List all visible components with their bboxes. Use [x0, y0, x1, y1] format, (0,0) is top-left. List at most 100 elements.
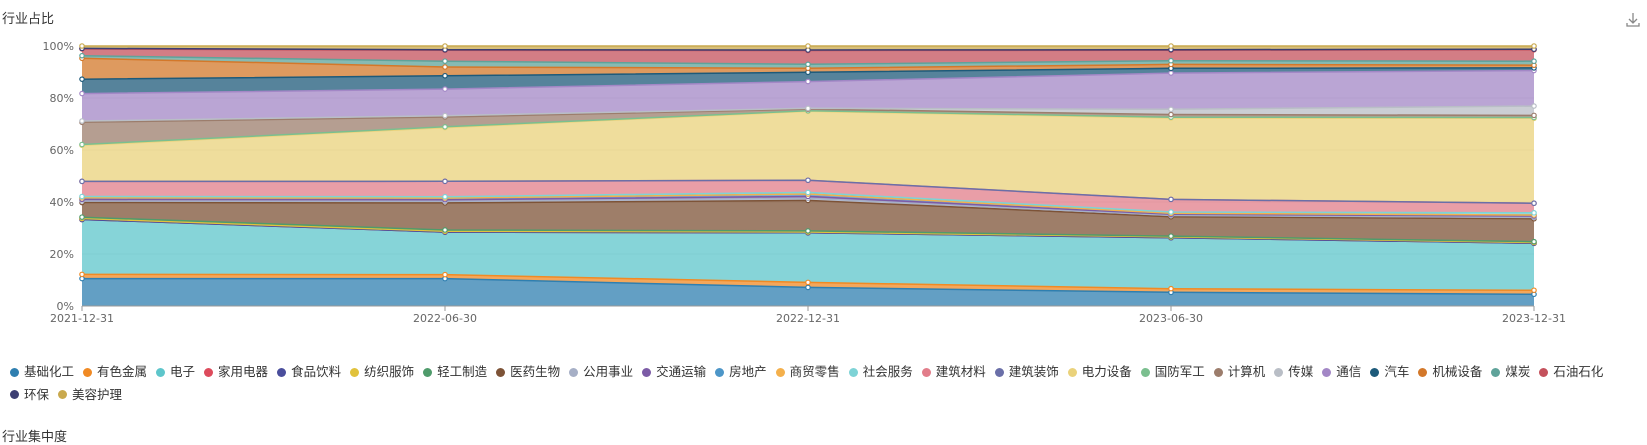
legend-marker — [1322, 367, 1332, 377]
legend-item[interactable]: 社会服务 — [848, 361, 913, 383]
legend-label: 通信 — [1336, 364, 1362, 379]
legend-item[interactable]: 汽车 — [1370, 361, 1409, 383]
stacked-area-chart: 0% 20% 40% 60% 80% 100% 2021-12-31 2022-06-30 20… — [43, 40, 1566, 325]
download-icon[interactable] — [1625, 12, 1641, 32]
legend-marker — [775, 367, 785, 377]
data-point — [1531, 112, 1537, 119]
x-tick-label: 2023-12-31 — [1502, 312, 1566, 325]
legend-marker — [58, 390, 68, 399]
legend-marker — [1140, 367, 1150, 377]
legend-marker — [848, 367, 858, 377]
legend-item[interactable]: 商贸零售 — [775, 361, 840, 383]
legend-item[interactable]: 电子 — [156, 361, 195, 383]
legend-item[interactable]: 煤炭 — [1491, 361, 1530, 383]
legend-label: 环保 — [24, 386, 50, 402]
legend-item[interactable]: 国防军工 — [1140, 361, 1205, 383]
legend-label: 传媒 — [1288, 364, 1314, 379]
legend-label: 煤炭 — [1505, 364, 1531, 379]
legend-label: 房地产 — [729, 364, 767, 379]
legend-label: 电力设备 — [1081, 364, 1132, 379]
data-point — [442, 72, 448, 79]
legend-item[interactable]: 美容护理 — [58, 384, 122, 406]
data-point — [805, 284, 811, 291]
data-point — [79, 90, 85, 97]
data-point — [805, 189, 811, 196]
legend-label: 社会服务 — [862, 364, 913, 379]
data-point — [442, 86, 448, 92]
legend-item[interactable]: 计算机 — [1213, 361, 1266, 383]
legend-item[interactable]: 交通运输 — [642, 361, 706, 383]
legend-marker — [156, 367, 166, 377]
area-医药生物 — [82, 200, 1534, 242]
legend-item[interactable]: 房地产 — [715, 361, 767, 383]
legend-item[interactable]: 轻工制造 — [423, 361, 487, 383]
data-point — [1531, 103, 1537, 109]
data-point — [805, 177, 811, 184]
legend-marker — [277, 367, 287, 377]
data-point — [1531, 238, 1537, 245]
legend-label: 石油石化 — [1553, 364, 1604, 379]
legend-marker — [350, 367, 360, 377]
legend-item[interactable]: 有色金属 — [83, 361, 147, 383]
chart-legend: 基础化工 有色金属 电子 家用电器 食品饮料 纺织服饰 轻工制造 医药生物 公用事业 交通运输 房地… — [10, 361, 1630, 406]
data-point — [79, 271, 85, 278]
data-point — [442, 112, 448, 119]
legend-marker — [1539, 367, 1549, 377]
data-point — [79, 178, 85, 185]
legend-item[interactable]: 食品饮料 — [277, 361, 341, 383]
data-point — [1168, 209, 1174, 215]
legend-label: 计算机 — [1227, 364, 1266, 379]
legend-marker — [1274, 367, 1284, 377]
data-point — [1168, 70, 1174, 76]
legend-marker — [921, 367, 931, 377]
legend-label: 国防军工 — [1154, 364, 1205, 379]
x-tick-label: 2023-06-30 — [1139, 312, 1203, 325]
legend-marker — [83, 367, 93, 377]
legend-item[interactable]: 机械设备 — [1418, 361, 1482, 383]
data-point — [1531, 200, 1537, 207]
data-point — [1531, 287, 1537, 294]
data-point — [805, 61, 811, 68]
legend-marker — [1418, 367, 1428, 377]
legend-item[interactable]: 纺织服饰 — [350, 361, 414, 383]
legend-label: 商贸零售 — [789, 364, 840, 379]
legend-marker — [1370, 367, 1380, 377]
data-point — [1168, 233, 1174, 239]
legend-marker — [1213, 367, 1223, 377]
data-point — [79, 118, 85, 124]
legend-item[interactable]: 电力设备 — [1067, 361, 1132, 383]
data-point — [1531, 58, 1537, 65]
legend-marker — [642, 367, 652, 377]
legend-marker — [994, 367, 1004, 377]
data-point — [805, 228, 811, 234]
y-tick-label: 40% — [50, 196, 74, 209]
legend-item[interactable]: 家用电器 — [204, 361, 268, 383]
legend-item[interactable]: 建筑装饰 — [994, 361, 1059, 383]
legend-item[interactable]: 环保 — [10, 384, 49, 406]
legend-item[interactable]: 石油石化 — [1539, 361, 1603, 383]
next-section-title: 行业集中度 — [2, 430, 68, 445]
legend-marker — [10, 390, 19, 399]
legend-label: 有色金属 — [97, 364, 148, 379]
data-point — [1168, 285, 1174, 292]
chart-title: 行业占比 — [2, 12, 55, 27]
legend-label: 家用电器 — [218, 364, 269, 379]
data-point — [79, 141, 85, 148]
legend-label: 轻工制造 — [437, 364, 488, 379]
data-point — [79, 52, 85, 59]
legend-item[interactable]: 医药生物 — [496, 361, 560, 383]
legend-item[interactable]: 通信 — [1322, 361, 1361, 383]
legend-item[interactable]: 公用事业 — [569, 361, 633, 383]
legend-marker — [204, 367, 214, 377]
data-point — [805, 78, 811, 85]
legend-label: 基础化工 — [24, 364, 75, 379]
data-point — [442, 43, 448, 49]
legend-item[interactable]: 传媒 — [1274, 361, 1313, 383]
x-tick-label: 2021-12-31 — [50, 312, 114, 325]
legend-item[interactable]: 基础化工 — [10, 361, 74, 383]
data-point — [442, 227, 448, 233]
legend-item[interactable]: 建筑材料 — [921, 361, 986, 383]
data-point — [1168, 106, 1174, 113]
legend-label: 医药生物 — [510, 364, 561, 379]
data-point — [79, 43, 85, 49]
